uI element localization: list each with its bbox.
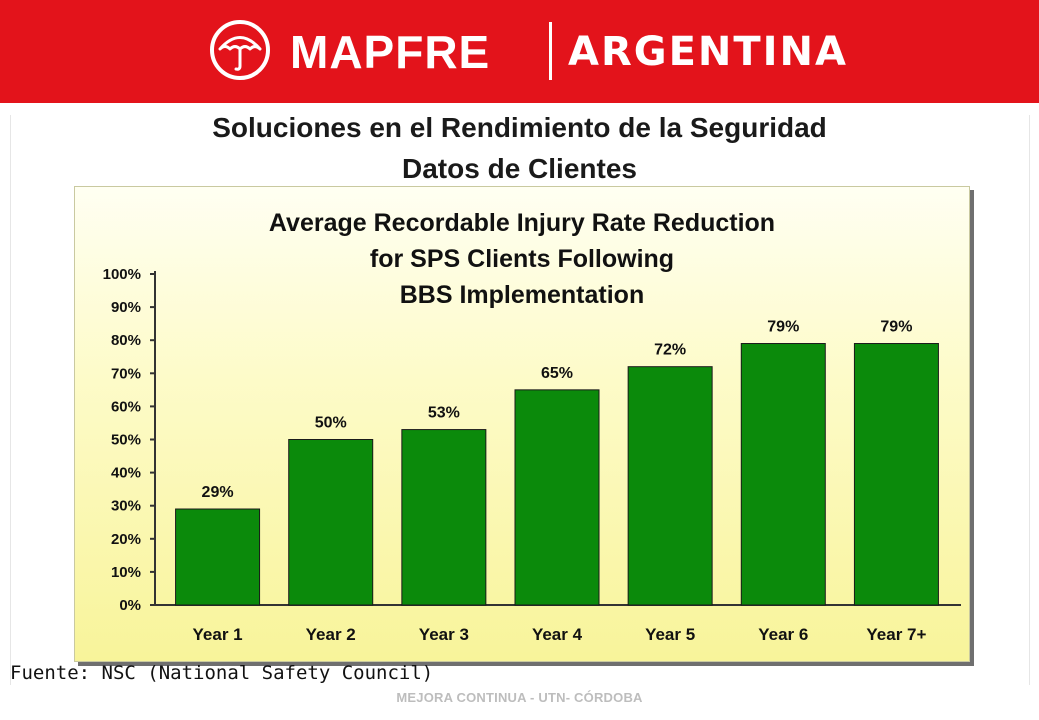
bar xyxy=(627,366,713,606)
y-tick-label: 0% xyxy=(119,597,141,614)
bar-data-label: 79% xyxy=(880,319,912,336)
x-category-label: Year 1 xyxy=(193,625,243,644)
mapfre-umbrella-emblem-icon xyxy=(210,20,270,80)
x-category-label: Year 4 xyxy=(532,625,583,644)
bar xyxy=(401,429,487,606)
slide-title-line1: Soluciones en el Rendimiento de la Segur… xyxy=(212,112,827,143)
footer-text: MEJORA CONTINUA - UTN- CÓRDOBA xyxy=(396,690,643,705)
y-tick-label: 30% xyxy=(111,498,141,515)
y-tick-label: 90% xyxy=(111,299,141,316)
chart-title-line-1: Average Recordable Injury Rate Reduction xyxy=(269,209,775,237)
y-tick-label: 70% xyxy=(111,365,141,382)
x-category-label: Year 5 xyxy=(645,625,695,644)
bar-chart: Average Recordable Injury Rate Reduction… xyxy=(103,209,961,644)
bar-data-label: 65% xyxy=(541,365,573,382)
bar-data-label: 50% xyxy=(315,415,347,432)
left-page-rule xyxy=(10,115,11,685)
header-banner: MAPFRE ARGENTINA xyxy=(0,0,1039,103)
y-tick-label: 10% xyxy=(111,564,141,581)
x-category-label: Year 2 xyxy=(306,625,356,644)
bar-data-label: 72% xyxy=(654,342,686,359)
bar-data-label: 79% xyxy=(767,319,799,336)
source-note: Fuente: NSC (National Safety Council) xyxy=(10,662,434,684)
bar-data-label: 53% xyxy=(428,405,460,422)
x-category-label: Year 3 xyxy=(419,625,469,644)
x-category-label: Year 7+ xyxy=(866,625,926,644)
bar xyxy=(288,439,374,606)
y-tick-label: 60% xyxy=(111,398,141,415)
brand-name: MAPFRE xyxy=(290,26,491,78)
chart-title-line-2: for SPS Clients Following xyxy=(370,245,674,273)
chart-title-line-3: BBS Implementation xyxy=(400,281,644,309)
y-tick-label: 20% xyxy=(111,531,141,548)
slide-title-line2: Datos de Clientes xyxy=(402,153,637,184)
bar xyxy=(514,389,600,606)
y-tick-label: 80% xyxy=(111,332,141,349)
brand-separator xyxy=(549,22,552,80)
bar xyxy=(740,343,826,606)
y-tick-label: 100% xyxy=(103,266,141,283)
y-tick-label: 50% xyxy=(111,432,141,449)
right-page-rule xyxy=(1029,115,1030,685)
bar xyxy=(853,343,939,606)
y-tick-label: 40% xyxy=(111,465,141,482)
x-category-label: Year 6 xyxy=(758,625,808,644)
bar xyxy=(175,508,261,606)
chart-panel: Average Recordable Injury Rate Reduction… xyxy=(74,186,970,662)
country-name: ARGENTINA xyxy=(568,29,848,75)
bar-data-label: 29% xyxy=(202,484,234,501)
